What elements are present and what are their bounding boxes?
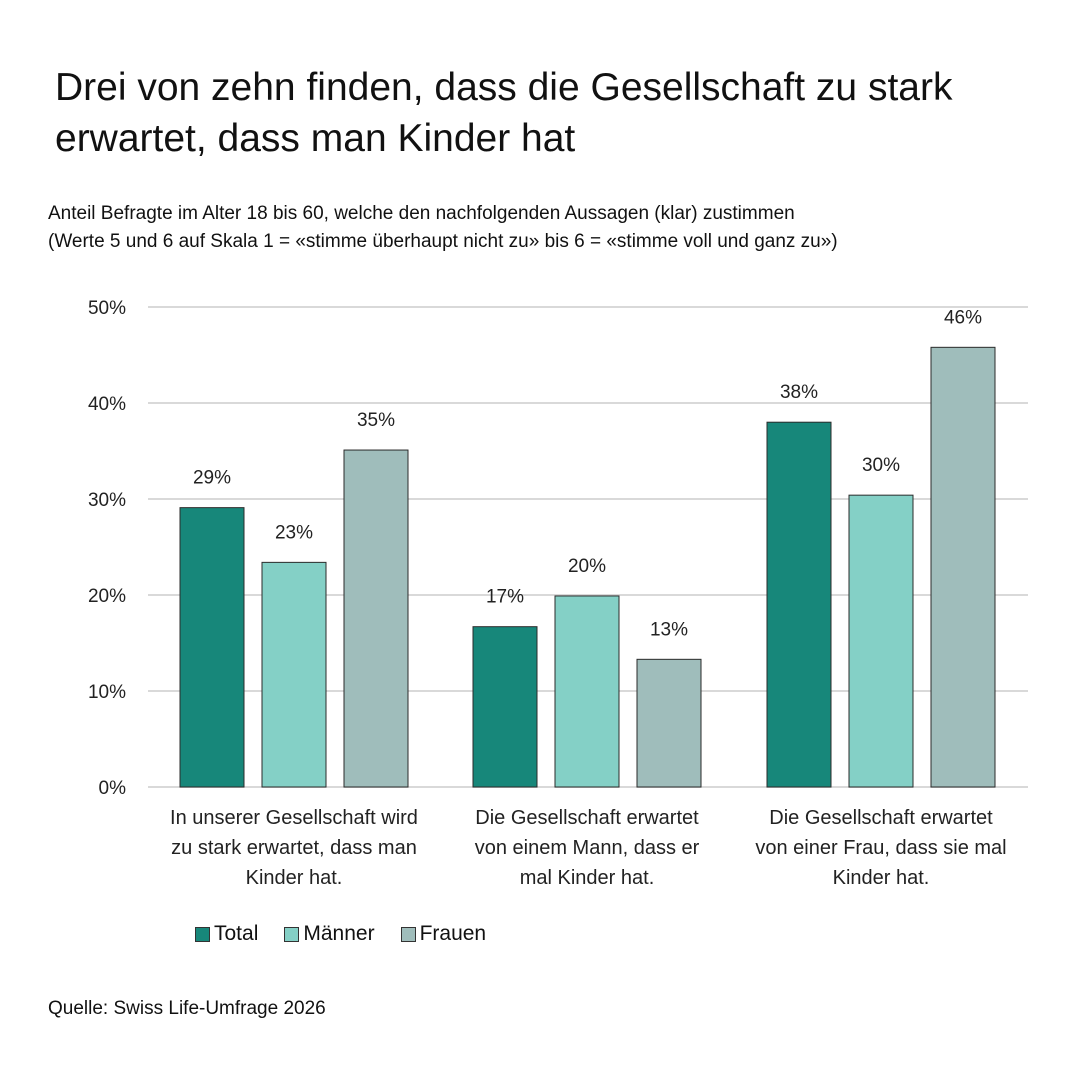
chart-subtitle: Anteil Befragte im Alter 18 bis 60, welc… — [48, 200, 1058, 256]
y-tick-label: 30% — [88, 490, 126, 511]
data-label: 35% — [357, 410, 395, 431]
data-label: 30% — [862, 455, 900, 476]
bar — [261, 561, 327, 788]
bar — [554, 595, 620, 788]
subtitle-line-1: Anteil Befragte im Alter 18 bis 60, welc… — [48, 203, 795, 224]
legend-label-total: Total — [214, 922, 259, 945]
y-tick-label: 0% — [99, 778, 127, 799]
y-tick-label: 10% — [88, 682, 126, 703]
category-label: von einem Mann, dass er — [475, 837, 700, 859]
legend-swatch-frauen — [400, 926, 416, 942]
bar — [179, 507, 245, 788]
category-label: Die Gesellschaft erwartet — [475, 807, 699, 829]
data-label: 20% — [568, 556, 606, 577]
category-label: von einer Frau, dass sie mal — [755, 837, 1006, 859]
legend-label-maenner: Männer — [303, 922, 375, 945]
source-note: Quelle: Swiss Life-Umfrage 2026 — [48, 998, 326, 1019]
data-label: 38% — [780, 382, 818, 403]
legend-item-maenner: Männer — [284, 922, 375, 946]
data-label: 29% — [193, 468, 231, 489]
data-label: 17% — [486, 587, 524, 608]
category-label: zu stark erwartet, dass man — [171, 837, 417, 859]
bar — [930, 346, 996, 788]
category-label: In unserer Gesellschaft wird — [170, 807, 418, 829]
bar — [766, 421, 832, 788]
y-tick-label: 50% — [88, 298, 126, 319]
legend: Total Männer Frauen — [195, 922, 486, 946]
legend-item-total: Total — [195, 922, 258, 946]
legend-label-frauen: Frauen — [419, 922, 487, 945]
data-label: 13% — [650, 619, 688, 640]
legend-swatch-total — [195, 926, 210, 942]
category-label: Kinder hat. — [833, 867, 930, 889]
bar — [636, 658, 702, 788]
category-label: mal Kinder hat. — [520, 867, 655, 889]
y-tick-label: 20% — [88, 586, 126, 607]
legend-swatch-maenner — [284, 926, 300, 942]
category-label: Die Gesellschaft erwartet — [769, 807, 993, 829]
data-label: 46% — [944, 307, 982, 328]
subtitle-line-2: (Werte 5 und 6 auf Skala 1 = «stimme übe… — [48, 231, 838, 252]
bar — [343, 449, 409, 788]
category-label: Kinder hat. — [246, 867, 343, 889]
y-tick-label: 40% — [88, 394, 126, 415]
chart-title: Drei von zehn finden, dass die Gesellsch… — [55, 66, 953, 160]
legend-item-frauen: Frauen — [400, 922, 487, 946]
data-label: 23% — [275, 522, 313, 543]
bar — [472, 626, 538, 788]
bar — [848, 494, 914, 788]
